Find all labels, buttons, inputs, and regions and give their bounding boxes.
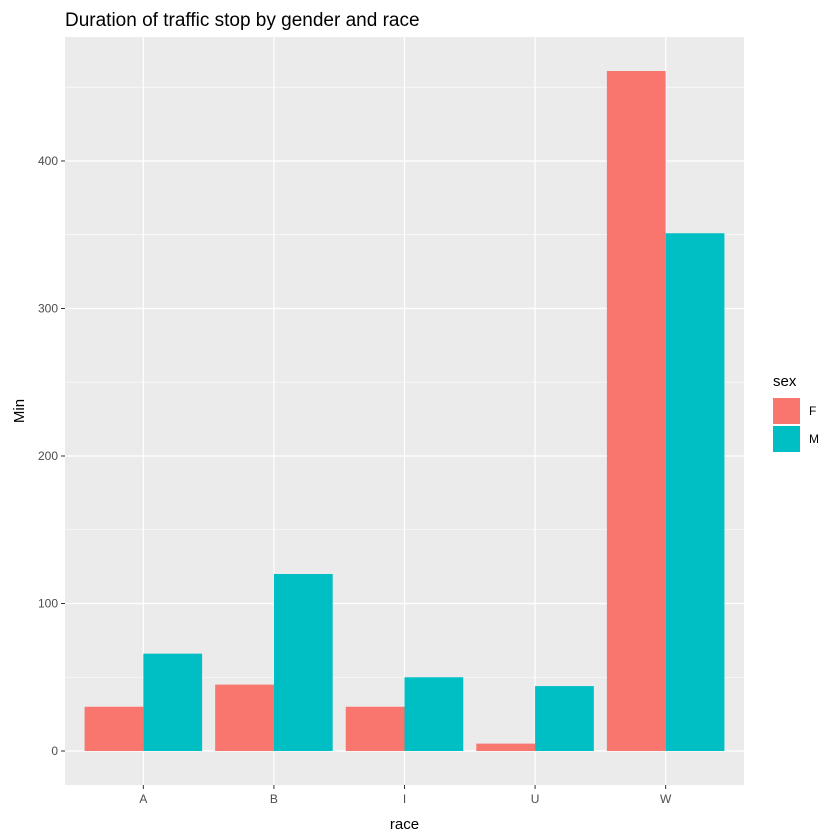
y-axis-ticks: 0 100 200 300 400 <box>38 154 65 758</box>
bar-F-A <box>84 706 144 751</box>
bar-M-A <box>143 653 203 751</box>
chart-title: Duration of traffic stop by gender and r… <box>65 10 420 31</box>
legend-key-F <box>773 398 800 424</box>
x-axis-title: race <box>390 816 419 833</box>
x-tick-label: W <box>660 792 672 806</box>
x-tick-label: B <box>270 792 278 806</box>
bar-M-B <box>273 573 333 751</box>
legend-title: sex <box>773 373 797 390</box>
bar-M-I <box>404 677 464 751</box>
legend-label-M: M <box>809 432 819 446</box>
y-tick-label: 0 <box>51 744 58 758</box>
y-tick-label: 300 <box>38 301 58 315</box>
bar-M-U <box>535 686 594 751</box>
bar-F-B <box>215 684 274 751</box>
bar-F-U <box>476 743 536 751</box>
legend-label-F: F <box>809 404 816 418</box>
x-tick-label: A <box>139 792 147 806</box>
x-tick-label: U <box>531 792 540 806</box>
bars <box>84 71 725 751</box>
y-axis-title: Min <box>11 399 28 423</box>
x-tick-label: I <box>403 792 406 806</box>
legend: sex FM <box>773 373 819 452</box>
legend-key-M <box>773 426 800 452</box>
bar-F-I <box>345 706 405 751</box>
y-tick-label: 200 <box>38 449 58 463</box>
y-tick-label: 400 <box>38 154 58 168</box>
bar-F-W <box>606 71 666 751</box>
y-tick-label: 100 <box>38 596 58 610</box>
bar-M-W <box>665 233 725 751</box>
